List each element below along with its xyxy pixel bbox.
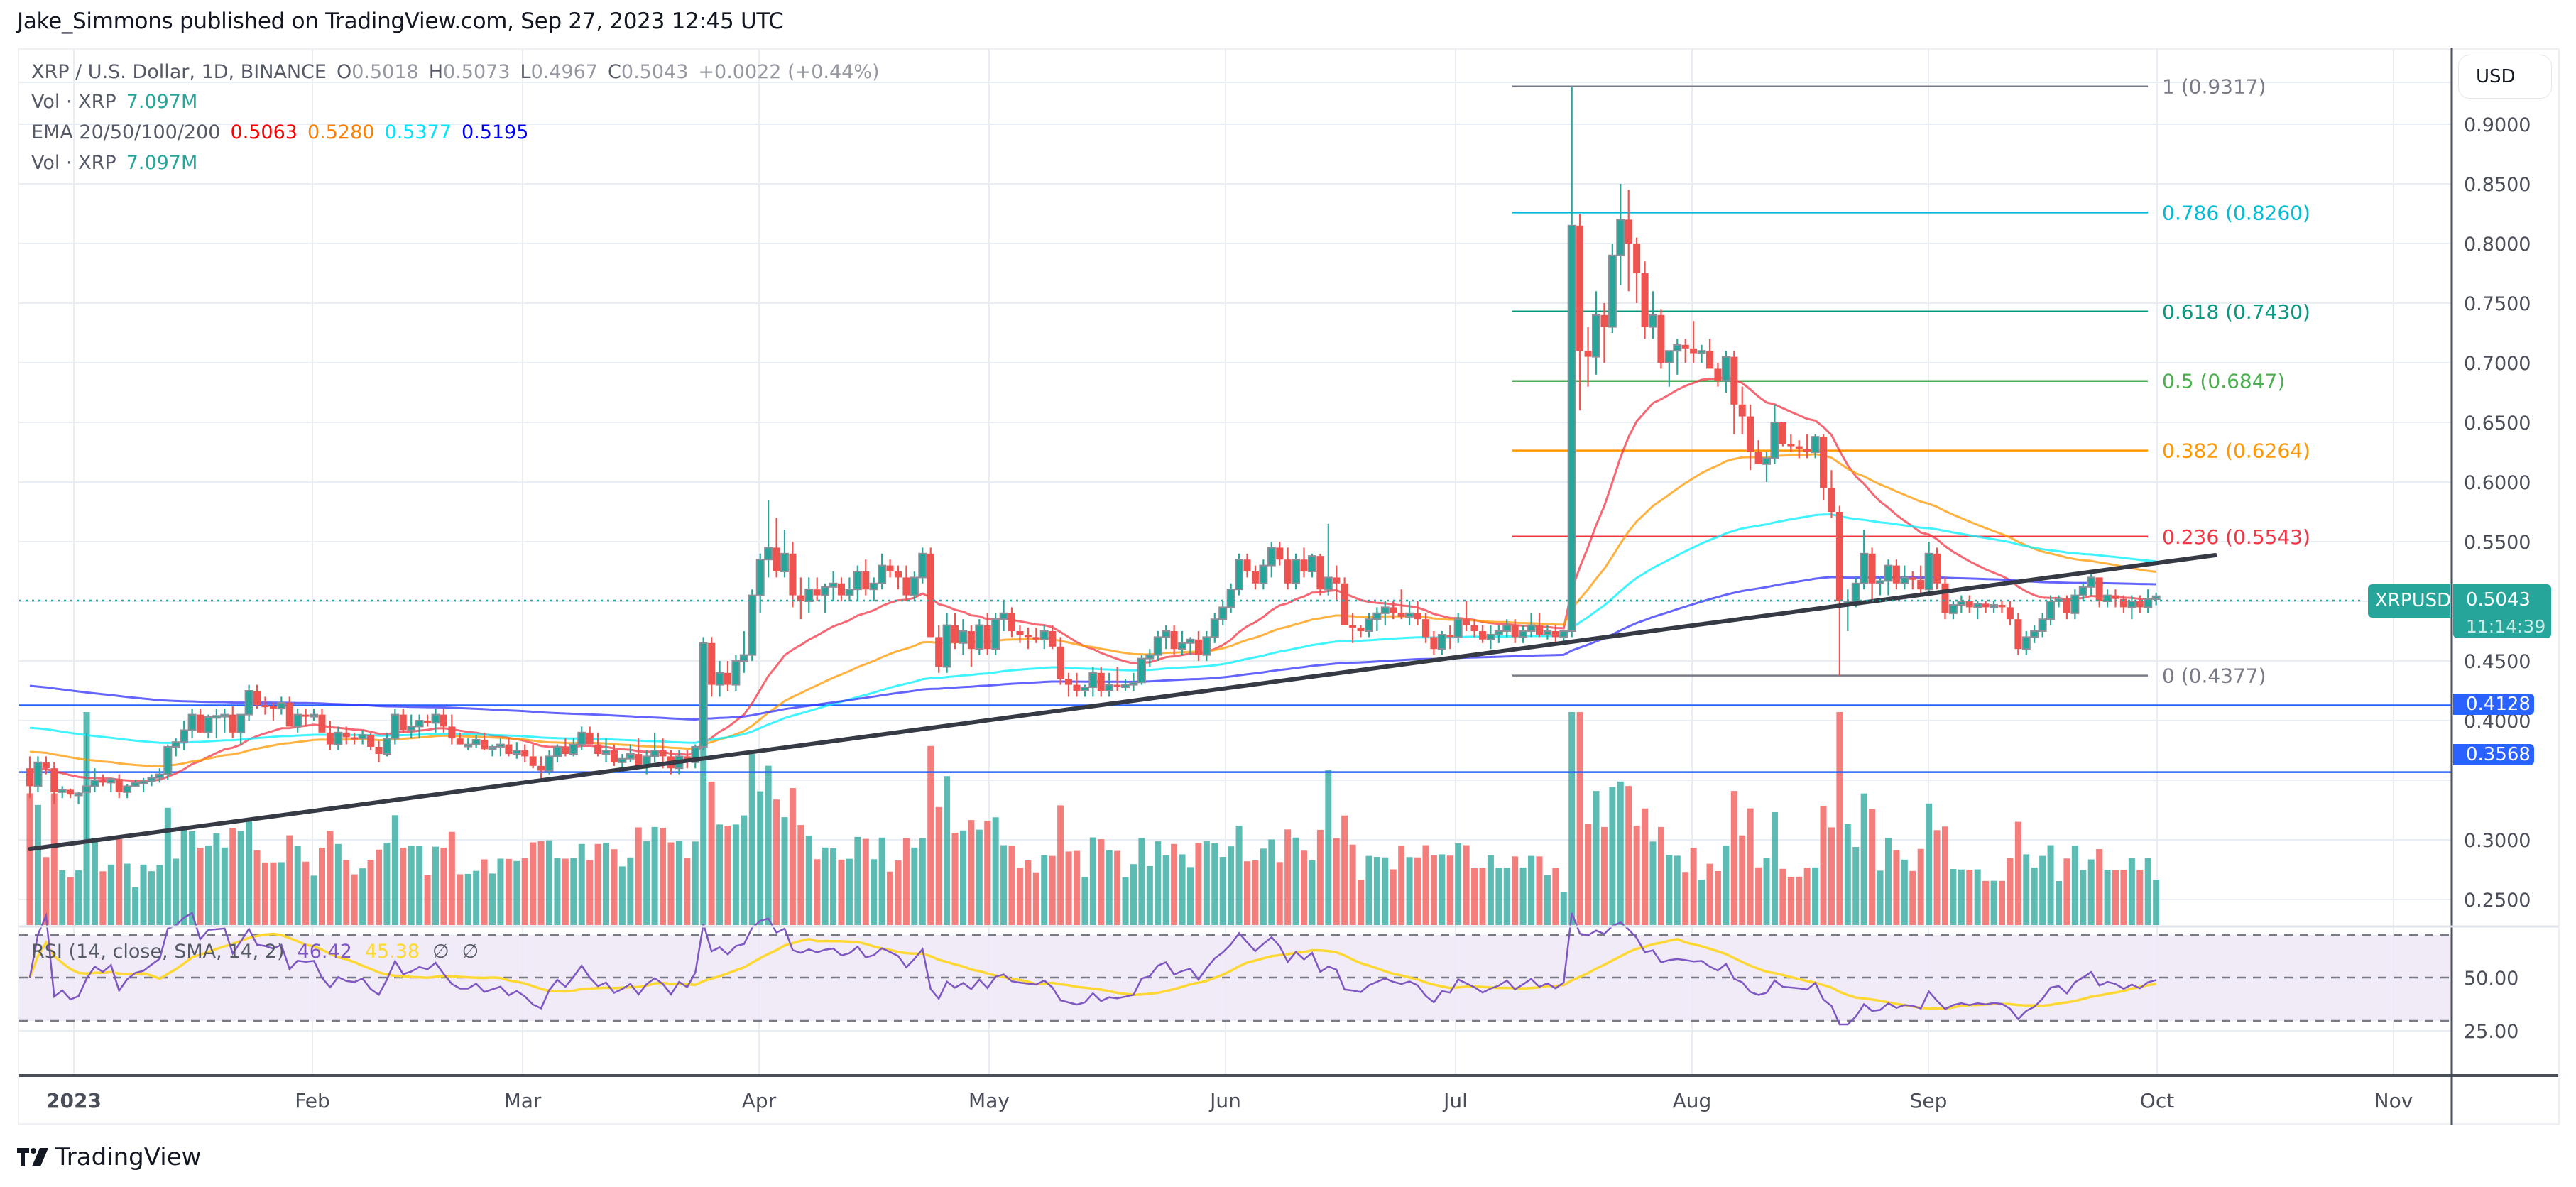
open-value: 0.5018 xyxy=(351,61,419,83)
na-value: ∅ xyxy=(462,941,479,963)
currency-button[interactable]: USD xyxy=(2458,55,2552,99)
time-tick: Jul xyxy=(1442,1089,1468,1112)
fib-level-label: 0.618 (0.7430) xyxy=(2162,300,2310,324)
price-tick: 0.7000 xyxy=(2464,353,2531,375)
time-tick: Apr xyxy=(742,1089,777,1112)
ema50-value: 0.5280 xyxy=(307,121,375,143)
price-tick: 0.5500 xyxy=(2464,532,2531,554)
legend-row-symbol[interactable]: XRP / U.S. Dollar, 1D, BINANCE O0.5018 H0.… xyxy=(31,61,880,83)
time-tick: May xyxy=(968,1089,1010,1112)
published-header: Jake_Simmons published on TradingView.co… xyxy=(17,9,784,34)
legend-row-volume[interactable]: Vol · XRP 7.097M xyxy=(31,91,207,113)
volume-label: Vol · XRP xyxy=(31,91,116,113)
fib-level-label: 0.5 (0.6847) xyxy=(2162,370,2285,393)
tradingview-logo-icon xyxy=(17,1148,48,1166)
time-tick: Jun xyxy=(1208,1089,1241,1112)
volume-value: 7.097M xyxy=(126,91,198,113)
ema100-value: 0.5377 xyxy=(384,121,452,143)
rsi-legend[interactable]: RSI (14, close, SMA, 14, 2) 46.42 45.38 ∅ ∅ xyxy=(31,941,491,963)
time-tick: Mar xyxy=(504,1089,542,1112)
rsi-sma-value: 45.38 xyxy=(364,941,420,963)
fib-level-label: 1 (0.9317) xyxy=(2162,75,2266,99)
rsi-value: 46.42 xyxy=(297,941,352,963)
price-tick: 0.7500 xyxy=(2464,293,2531,315)
ema200-value: 0.5195 xyxy=(461,121,529,143)
support-lines xyxy=(19,704,2452,773)
fib-labels: 1 (0.9317) 0.786 (0.8260) 0.618 (0.7430) 0.… xyxy=(2162,75,2310,688)
price-tick: 0.9000 xyxy=(2464,114,2531,136)
price-tick: 0.2500 xyxy=(2464,890,2531,912)
tradingview-wordmark: TradingView xyxy=(55,1143,202,1171)
time-tick: Feb xyxy=(295,1089,330,1112)
price-tick: 0.8000 xyxy=(2464,234,2531,256)
time-tick: Oct xyxy=(2140,1089,2174,1112)
time-axis: 2023 Feb Mar Apr May Jun Jul Aug Sep Oct Nov xyxy=(46,1089,2413,1112)
price-tick: 0.6500 xyxy=(2464,412,2531,434)
last-price-tag: 0.5043 xyxy=(2453,584,2551,623)
fib-level-label: 0.236 (0.5543) xyxy=(2162,525,2310,549)
tradingview-logo[interactable]: TradingView xyxy=(17,1143,201,1171)
time-tick: 2023 xyxy=(46,1089,102,1112)
price-tick: 0.4500 xyxy=(2464,651,2531,673)
low-value: 0.4967 xyxy=(530,61,599,83)
bar-countdown: 11:14:39 xyxy=(2453,618,2551,638)
time-tick: Nov xyxy=(2374,1089,2413,1112)
time-tick: Sep xyxy=(1910,1089,1948,1112)
symbol-title[interactable]: XRP / U.S. Dollar, 1D, BINANCE xyxy=(31,61,327,83)
fib-level-label: 0 (0.4377) xyxy=(2162,664,2266,688)
fibonacci-retracement xyxy=(1512,85,2148,677)
legend-row-ema[interactable]: EMA 20/50/100/200 0.5063 0.5280 0.5377 0.519… xyxy=(31,121,538,143)
last-price: 0.5043 xyxy=(2466,589,2531,611)
rsi-indicator xyxy=(19,912,2452,1026)
price-tick: 0.8500 xyxy=(2464,174,2531,196)
rsi-tick: 25.00 xyxy=(2464,1021,2518,1043)
legend-row-volume-2[interactable]: Vol · XRP 7.097M xyxy=(31,152,207,174)
volume-value: 7.097M xyxy=(126,152,198,174)
time-tick: Aug xyxy=(1673,1089,1712,1112)
support-price-tag: 0.3568 xyxy=(2453,744,2534,765)
ema20-value: 0.5063 xyxy=(230,121,298,143)
rsi-tick: 50.00 xyxy=(2464,968,2518,990)
fib-level-label: 0.786 (0.8260) xyxy=(2162,201,2310,224)
chart-frame[interactable] xyxy=(18,48,2560,1125)
high-value: 0.5073 xyxy=(443,61,511,83)
fib-level-label: 0.382 (0.6264) xyxy=(2162,439,2310,463)
volume-bars xyxy=(26,712,2160,925)
price-axis: 0.9000 0.8500 0.8000 0.7500 0.7000 0.6500 0.60… xyxy=(2464,114,2531,1043)
rsi-label: RSI (14, close, SMA, 14, 2) xyxy=(31,941,285,963)
volume-label: Vol · XRP xyxy=(31,152,116,174)
ascending-trendline xyxy=(28,553,2217,851)
candlesticks xyxy=(26,86,2161,840)
na-value: ∅ xyxy=(432,941,449,963)
support-price-tag: 0.4128 xyxy=(2453,694,2534,715)
ema-label: EMA 20/50/100/200 xyxy=(31,121,221,143)
close-value: 0.5043 xyxy=(621,61,689,83)
symbol-price-tag: XRPUSD xyxy=(2368,584,2451,618)
price-tick: 0.3000 xyxy=(2464,830,2531,852)
change-value: +0.0022 (+0.44%) xyxy=(698,61,880,83)
price-tick: 0.6000 xyxy=(2464,472,2531,494)
